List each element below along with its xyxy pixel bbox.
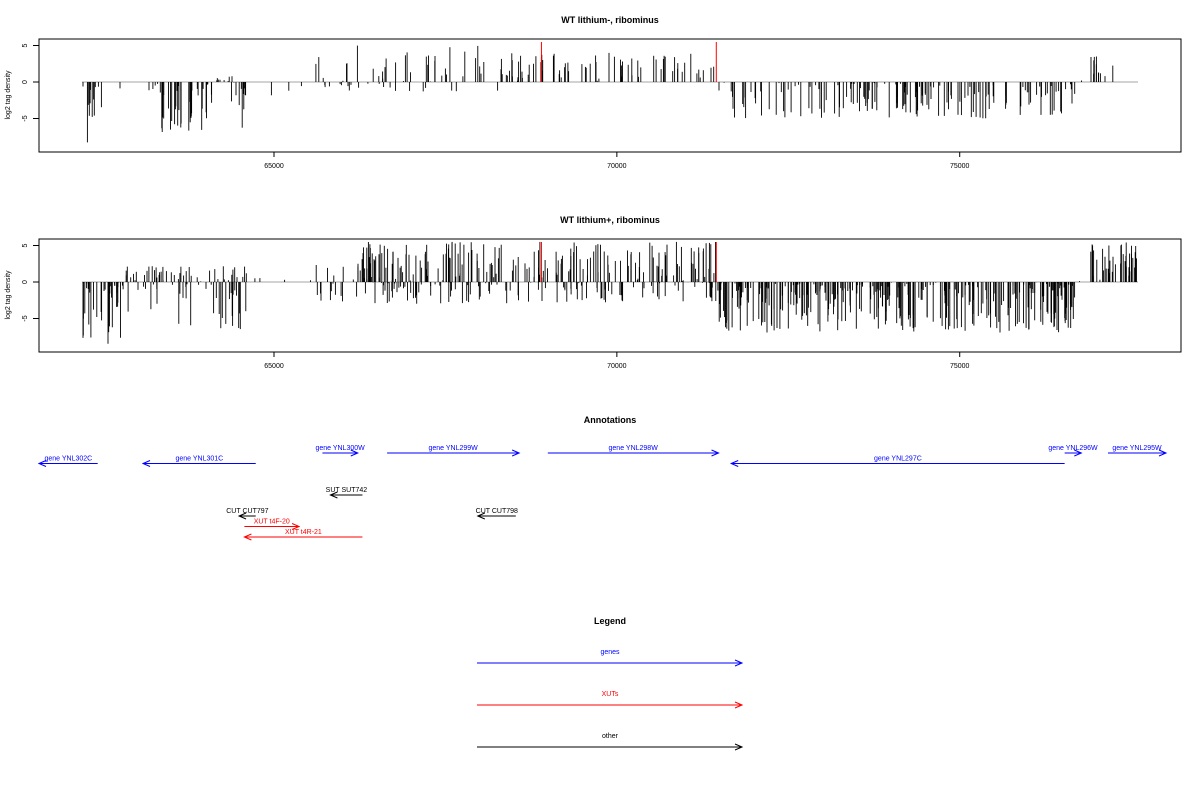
x-tick-label: 70000 xyxy=(607,163,627,170)
x-tick-label: 65000 xyxy=(264,363,284,370)
annotation-label: gene YNL295W xyxy=(1112,445,1162,452)
legend-label: genes xyxy=(600,649,620,656)
y-tick-label: -5 xyxy=(22,115,29,121)
annotation-arrowhead xyxy=(511,449,521,457)
annotation-feature[interactable]: gene YNL297C xyxy=(729,456,1065,467)
legend-label: other xyxy=(602,733,619,740)
annotation-arrowhead xyxy=(37,460,47,467)
legend: genes XUTs other xyxy=(477,649,744,751)
annotations-title: Annotations xyxy=(584,415,637,425)
legend-arrowhead xyxy=(734,701,744,709)
annotation-arrowhead xyxy=(329,491,338,499)
annotation-feature[interactable]: gene YNL301C xyxy=(141,456,256,467)
annotation-arrowhead xyxy=(237,512,247,520)
annotation-label: gene YNL301C xyxy=(176,456,224,463)
plot-frame xyxy=(38,238,1182,353)
legend-arrowhead xyxy=(734,659,744,667)
panel-title: WT lithium+, ribominus xyxy=(560,215,660,225)
x-tick-label: 70000 xyxy=(607,363,627,370)
annotation-feature[interactable]: gene YNL300W xyxy=(315,445,365,457)
legend-item: genes xyxy=(477,649,744,667)
track-panel-lithium-plus: WT lithium+, ribominus log2 tag density … xyxy=(5,215,1182,370)
x-tick-label: 75000 xyxy=(950,363,970,370)
annotation-label: gene YNL296W xyxy=(1048,445,1098,452)
annotation-feature[interactable]: SUT SUT742 xyxy=(326,487,368,499)
x-tick-label: 65000 xyxy=(264,163,284,170)
annotation-arrowhead xyxy=(711,449,720,457)
y-tick-label: 5 xyxy=(22,243,29,247)
legend-arrowhead xyxy=(734,743,744,751)
legend-title: Legend xyxy=(594,616,626,626)
y-tick-label: 0 xyxy=(22,80,29,84)
y-axis-label: log2 tag density xyxy=(5,270,12,320)
x-tick-label: 75000 xyxy=(950,163,970,170)
annotation-label: gene YNL298W xyxy=(609,445,659,452)
annotation-label: gene YNL299W xyxy=(428,445,478,452)
annotation-arrowhead xyxy=(476,512,485,520)
track-panel-lithium-minus: WT lithium-, ribominus log2 tag density … xyxy=(5,15,1182,170)
annotation-feature[interactable]: gene YNL298W xyxy=(547,445,720,457)
y-axis-label: log2 tag density xyxy=(5,70,12,120)
annotation-feature[interactable]: gene YNL296W xyxy=(1048,445,1098,457)
annotation-arrowhead xyxy=(291,523,301,530)
y-tick-label: 0 xyxy=(22,280,29,284)
legend-item: XUTs xyxy=(477,691,744,709)
annotation-arrowhead xyxy=(243,533,252,541)
panel-title: WT lithium-, ribominus xyxy=(561,15,659,25)
annotation-label: CUT CUT797 xyxy=(226,508,268,515)
legend-label: XUTs xyxy=(602,691,619,698)
plot-area: 65000 70000 75000 -5 0 5 xyxy=(22,42,1138,170)
annotation-label: SUT SUT742 xyxy=(326,487,368,494)
annotation-feature[interactable]: CUT CUT798 xyxy=(476,508,518,520)
plot-area: 65000 70000 75000 -5 0 5 xyxy=(22,241,1138,370)
annotation-feature[interactable]: CUT CUT797 xyxy=(226,508,269,520)
annotation-arrowhead xyxy=(350,449,360,457)
annotation-label: gene YNL297C xyxy=(874,456,922,463)
annotation-feature[interactable]: gene YNL299W xyxy=(387,445,521,457)
annotation-arrowhead xyxy=(141,460,151,467)
annotation-feature[interactable]: gene YNL302C xyxy=(37,456,98,467)
annotation-feature[interactable]: XUT t4F-20 xyxy=(244,519,301,530)
annotation-label: CUT CUT798 xyxy=(476,508,518,515)
annotation-arrowhead xyxy=(1074,449,1083,457)
annotation-label: gene YNL302C xyxy=(44,456,92,463)
annotation-label: gene YNL300W xyxy=(315,445,365,452)
annotation-label: XUT t4R-21 xyxy=(285,529,322,536)
plot-frame xyxy=(38,38,1182,153)
legend-item: other xyxy=(477,733,744,751)
annotation-label: XUT t4F-20 xyxy=(254,519,290,526)
annotation-arrowhead xyxy=(1158,449,1168,457)
y-tick-label: -5 xyxy=(22,315,29,321)
y-tick-label: 5 xyxy=(22,43,29,47)
annotation-feature[interactable]: gene YNL295W xyxy=(1107,445,1168,457)
annotation-arrowhead xyxy=(729,460,739,467)
annotation-track: gene YNL302C gene YNL301C gene YNL300W gene… xyxy=(37,445,1168,541)
annotation-feature[interactable]: XUT t4R-21 xyxy=(243,529,363,541)
